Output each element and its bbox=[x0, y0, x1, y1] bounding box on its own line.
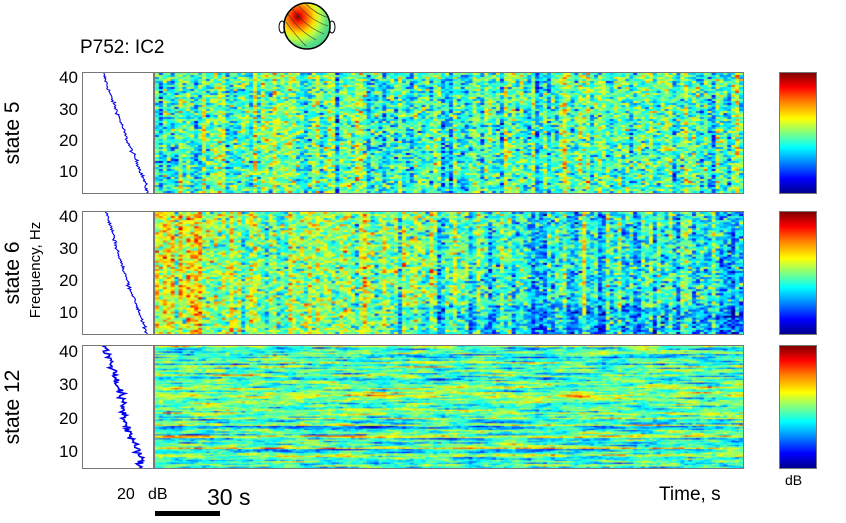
x-axis-label: Time, s bbox=[659, 484, 721, 505]
y-tick-0-30: 30 bbox=[59, 99, 78, 119]
y-tick-1-10: 10 bbox=[59, 302, 78, 322]
spectrogram-0 bbox=[154, 72, 744, 194]
state-label-2: state 12 bbox=[1, 369, 24, 445]
psd-plot-2 bbox=[82, 345, 154, 469]
y-tick-0-40: 40 bbox=[59, 68, 78, 88]
figure-title: P752: IC2 bbox=[80, 37, 165, 58]
psd-line-0 bbox=[103, 73, 149, 193]
spectrogram-1 bbox=[154, 211, 744, 335]
y-tick-0-20: 20 bbox=[59, 130, 78, 150]
colorbar-unit-label: dB bbox=[785, 472, 803, 488]
spectrogram-canvas-1 bbox=[155, 212, 743, 334]
psd-scale-value: 20 bbox=[117, 486, 135, 503]
colorbar-2 bbox=[779, 345, 817, 469]
y-tick-2-20: 20 bbox=[59, 408, 78, 428]
y-tick-2-10: 10 bbox=[59, 442, 78, 462]
y-tick-2-30: 30 bbox=[59, 375, 78, 395]
scalp-map-icon bbox=[278, 2, 336, 50]
psd-line-2 bbox=[102, 346, 146, 468]
colorbar-1 bbox=[779, 211, 817, 335]
y-tick-1-40: 40 bbox=[59, 207, 78, 227]
psd-plot-1 bbox=[82, 211, 154, 335]
colorbar-0 bbox=[779, 72, 817, 194]
time-scale-label: 30 s bbox=[207, 484, 251, 510]
y-tick-1-30: 30 bbox=[59, 239, 78, 259]
y-tick-0-10: 10 bbox=[59, 162, 78, 182]
spectrogram-2 bbox=[154, 345, 744, 469]
psd-plot-0 bbox=[82, 72, 154, 194]
y-axis-label: Frequency, Hz bbox=[27, 221, 44, 319]
state-label-0: state 5 bbox=[1, 101, 24, 165]
psd-unit-label: dB bbox=[148, 486, 168, 503]
y-tick-2-40: 40 bbox=[59, 341, 78, 361]
spectrogram-canvas-0 bbox=[155, 73, 743, 193]
state-label-1: state 6 bbox=[1, 241, 24, 305]
time-scale-bar bbox=[155, 511, 220, 516]
spectrogram-canvas-2 bbox=[155, 346, 743, 468]
y-tick-1-20: 20 bbox=[59, 270, 78, 290]
psd-line-1 bbox=[104, 212, 148, 334]
